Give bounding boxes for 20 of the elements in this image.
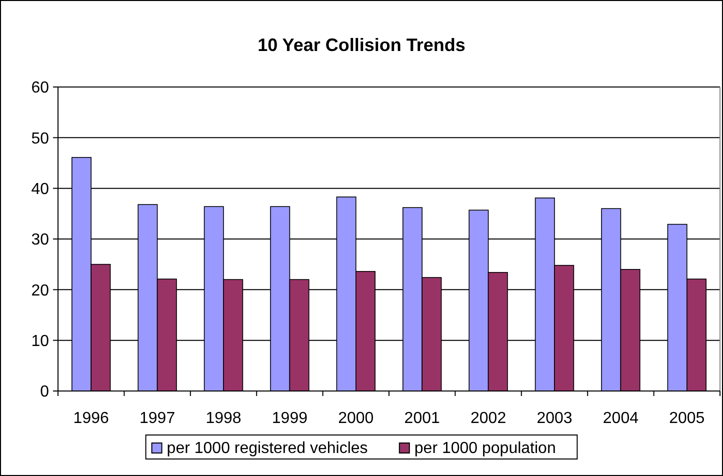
x-tick-label: 2001 (404, 410, 440, 427)
x-tick-label: 1999 (272, 410, 308, 427)
y-tick-label: 50 (31, 130, 50, 148)
y-tick-label: 40 (31, 180, 50, 198)
x-tick-label: 2004 (602, 410, 639, 427)
x-tick-label: 2002 (470, 410, 506, 427)
y-tick-label: 10 (31, 332, 50, 350)
x-tick-label: 2003 (536, 410, 572, 427)
legend-label: per 1000 population (414, 440, 556, 457)
x-tick-label: 1998 (206, 410, 242, 427)
y-tick-label: 60 (31, 80, 50, 97)
x-tick-label: 2000 (338, 410, 374, 427)
chart-title: 10 Year Collision Trends (258, 35, 466, 55)
x-tick-label: 1996 (73, 410, 109, 427)
x-tick-label: 2005 (669, 410, 705, 427)
y-tick-label: 30 (31, 232, 50, 249)
legend-label: per 1000 registered vehicles (166, 440, 368, 457)
y-tick-label: 0 (40, 384, 50, 401)
y-tick-label: 20 (31, 282, 50, 300)
x-tick-label: 1997 (140, 410, 176, 427)
